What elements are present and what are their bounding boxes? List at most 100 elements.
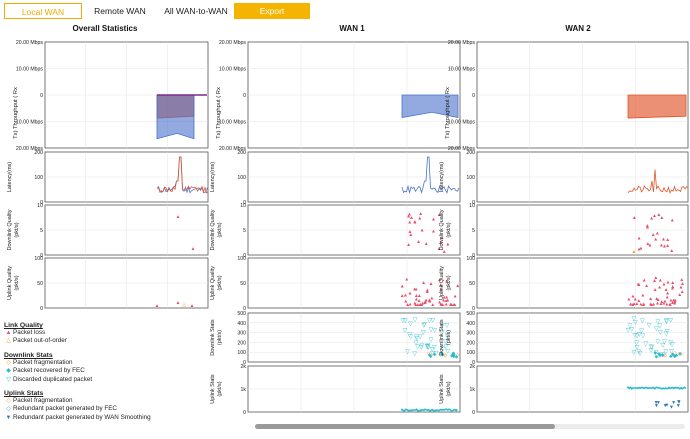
- duplicated-packet-marker: ▽: [654, 350, 659, 356]
- packet-loss-marker: ▲: [638, 301, 643, 307]
- legend-item-dl-duplicated[interactable]: ▽ Discarded duplicated packet: [4, 376, 92, 384]
- smoothing-marker: ▼: [664, 403, 669, 409]
- packet-loss-marker: ▲: [665, 243, 670, 249]
- fec-recovered-marker: ◆: [433, 351, 437, 356]
- horizontal-scrollbar[interactable]: [255, 424, 685, 429]
- duplicated-packet-marker: ▽: [440, 346, 445, 352]
- duplicated-packet-marker: ▽: [440, 323, 445, 329]
- axis-label: Tx) Throughput ( Rx: [13, 87, 19, 139]
- packet-loss-marker: ▲: [176, 300, 181, 306]
- legend-label: Discarded duplicated packet: [13, 375, 93, 383]
- packet-loss-marker: ▲: [636, 298, 641, 304]
- smoothing-marker: ▼: [669, 404, 674, 410]
- legend-item-out-of-order[interactable]: △ Packet out-of-order: [4, 337, 67, 345]
- packet-loss-marker: ▲: [662, 299, 667, 305]
- duplicated-packet-marker: ▽: [414, 340, 419, 346]
- fec-recovered-marker: ◇: [427, 351, 431, 356]
- packet-loss-marker: ▲: [427, 297, 432, 303]
- legend-link-quality: Link Quality ▲ Packet loss △ Packet out-of…: [4, 322, 67, 346]
- packet-loss-marker: ▲: [439, 302, 444, 308]
- fec-recovered-marker: ◆: [657, 351, 661, 356]
- duplicated-packet-marker: ▽: [418, 335, 423, 341]
- packet-loss-marker: ▲: [632, 215, 637, 221]
- packet-loss-marker: ▲: [448, 302, 453, 308]
- packet-loss-marker: ▲: [404, 277, 409, 283]
- duplicated-packet-marker: ▽: [660, 353, 665, 359]
- tick-label: 200: [34, 150, 43, 156]
- duplicated-packet-marker: ▽: [665, 329, 670, 335]
- fec-recovered-marker: ◆: [654, 350, 658, 355]
- tab-all-wan-to-wan[interactable]: All WAN-to-WAN: [164, 6, 228, 16]
- legend-item-ul-fec[interactable]: ◇ Redundant packet generated by FEC: [4, 405, 151, 413]
- tick-label: 10.00 Mbps: [448, 120, 476, 126]
- fec-recovered-marker: ◆: [441, 351, 445, 356]
- duplicated-packet-marker: ▽: [415, 344, 420, 350]
- packet-loss-marker: ▲: [413, 302, 418, 308]
- legend-uplink: Uplink Stats ◇ Packet fragmentation ◇ Redu…: [4, 390, 151, 422]
- legend-label: Packet fragmentation: [13, 397, 73, 405]
- packet-loss-marker: ▲: [649, 216, 654, 222]
- packet-loss-marker: ▲: [628, 301, 633, 307]
- wan1-title: WAN 1: [339, 24, 365, 33]
- axis-label: (pkt/s): [14, 275, 20, 290]
- axis-label: (pkt/s): [446, 222, 452, 237]
- packet-loss-marker: ▲: [155, 303, 160, 309]
- packet-loss-marker: ▲: [412, 300, 417, 306]
- export-button[interactable]: Export: [234, 3, 310, 19]
- tick-label: 0: [472, 360, 475, 366]
- duplicated-packet-marker: ▽: [658, 324, 663, 330]
- packet-loss-marker: ▲: [636, 282, 641, 288]
- tab-bar: Local WAN Remote WAN All WAN-to-WAN Expo…: [4, 3, 310, 19]
- axis-label: Uplink Quality: [439, 266, 445, 300]
- tick-label: 20.00 Mbps: [448, 146, 476, 152]
- packet-loss-marker: ▲: [440, 302, 445, 308]
- packet-loss-marker: ▲: [630, 293, 635, 299]
- packet-loss-marker: ▲: [652, 278, 657, 284]
- duplicated-packet-marker: ▽: [432, 328, 437, 334]
- packet-loss-marker: ▲: [407, 219, 412, 225]
- packet-loss-marker: ▲: [659, 243, 664, 249]
- tick-label: 100: [237, 175, 246, 181]
- packet-loss-marker: ▲: [431, 216, 436, 222]
- scrollbar-thumb[interactable]: [255, 424, 555, 429]
- packet-loss-marker: ▲: [437, 212, 442, 218]
- tick-label: 0: [472, 200, 475, 206]
- fec-recovered-marker: ◇: [456, 352, 460, 357]
- tick-label: 2k: [470, 364, 476, 370]
- legend-item-packet-loss[interactable]: ▲ Packet loss: [4, 329, 67, 337]
- duplicated-packet-marker: ▽: [639, 329, 644, 335]
- tick-label: 20.00 Mbps: [219, 40, 247, 46]
- packet-loss-marker: ▲: [664, 302, 669, 308]
- duplicated-packet-marker: ▽: [432, 345, 437, 351]
- legend-item-ul-fragmentation[interactable]: ◇ Packet fragmentation: [4, 397, 151, 405]
- legend-item-dl-fragmentation[interactable]: ◇ Packet fragmentation: [4, 359, 92, 367]
- axis-label: Uplink Stats: [439, 374, 445, 404]
- duplicated-packet-marker: ▽: [445, 349, 450, 355]
- tab-local-wan[interactable]: Local WAN: [4, 3, 82, 19]
- smoothing-marker: ▼: [654, 403, 659, 409]
- packet-loss-marker: ▲: [638, 245, 643, 251]
- packet-loss-marker: ▲: [453, 294, 458, 300]
- tick-label: 20.00 Mbps: [16, 40, 44, 46]
- fec-recovered-marker: ◆: [428, 352, 432, 357]
- duplicated-packet-marker: ▽: [631, 350, 636, 356]
- legend-item-ul-smoothing[interactable]: ▼ Redundant packet generated by WAN Smoot…: [4, 414, 151, 422]
- tick-label: 0: [243, 93, 246, 99]
- packet-loss-marker: ▲: [445, 297, 450, 303]
- tick-label: 50: [469, 281, 475, 287]
- legend-item-dl-fec[interactable]: ◆ Packet recovered by FEC: [4, 367, 92, 375]
- tick-label: 100: [466, 256, 475, 262]
- packet-loss-marker: ▲: [651, 232, 656, 238]
- packet-loss-marker: ▲: [670, 300, 675, 306]
- axis-label: Downlink Quality: [7, 209, 13, 250]
- packet-loss-marker: ▲: [412, 219, 417, 225]
- tick-label: 0: [243, 253, 246, 259]
- packet-loss-marker: ▲: [670, 218, 675, 224]
- duplicated-packet-marker: ▽: [434, 351, 439, 357]
- tab-remote-wan[interactable]: Remote WAN: [94, 6, 146, 16]
- packet-loss-marker: ▲: [645, 223, 650, 229]
- tick-label: 100: [237, 350, 246, 356]
- tick-label: 0: [243, 200, 246, 206]
- tick-label: 0: [243, 410, 246, 416]
- tick-label: 10: [469, 203, 475, 209]
